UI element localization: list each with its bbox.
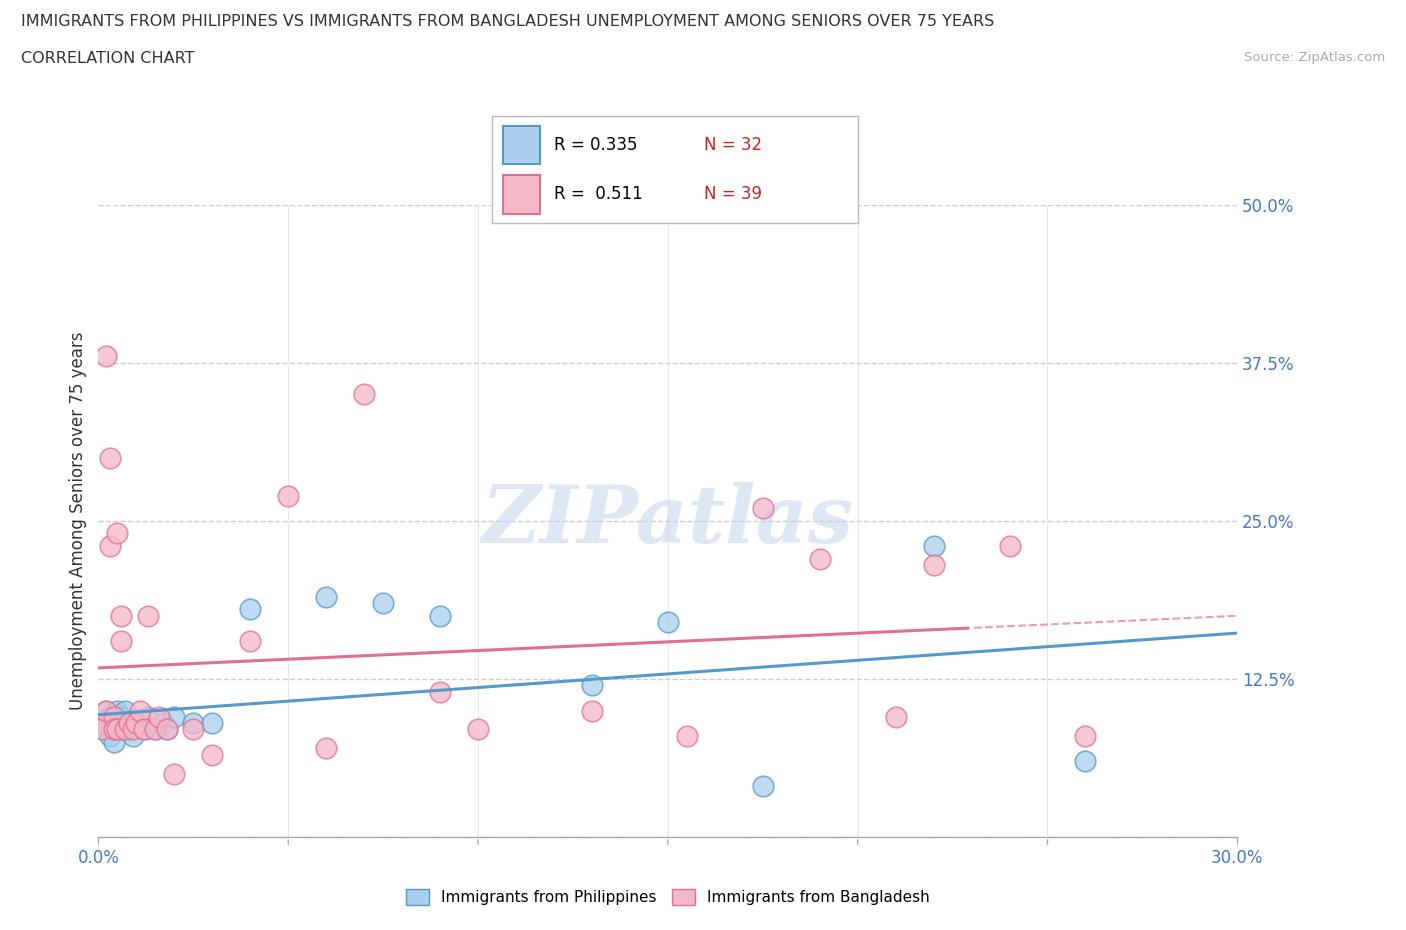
Point <box>581 678 603 693</box>
Point <box>107 716 129 731</box>
Point <box>94 703 117 718</box>
Point <box>118 716 141 731</box>
Point <box>145 722 167 737</box>
Point <box>156 722 179 737</box>
Point <box>118 722 141 737</box>
Point <box>657 615 679 630</box>
FancyBboxPatch shape <box>503 126 540 165</box>
Point <box>110 608 132 623</box>
Point <box>132 722 155 737</box>
Point <box>163 710 186 724</box>
Point <box>371 595 394 610</box>
Point <box>884 710 907 724</box>
Text: R =  0.511: R = 0.511 <box>554 185 643 204</box>
Point <box>136 710 159 724</box>
Point <box>163 766 186 781</box>
Point <box>107 722 129 737</box>
Point <box>1074 728 1097 743</box>
Point <box>156 722 179 737</box>
Legend: Immigrants from Philippines, Immigrants from Bangladesh: Immigrants from Philippines, Immigrants … <box>399 884 936 911</box>
FancyBboxPatch shape <box>503 175 540 214</box>
Point <box>998 538 1021 553</box>
Point <box>110 710 132 724</box>
Point <box>752 779 775 794</box>
Point <box>922 558 945 573</box>
Point <box>201 748 224 763</box>
Point <box>103 735 125 750</box>
Point <box>107 526 129 541</box>
Point <box>107 703 129 718</box>
Point <box>239 602 262 617</box>
Point <box>429 684 451 699</box>
Point <box>132 722 155 737</box>
Text: N = 32: N = 32 <box>704 136 762 154</box>
Point <box>429 608 451 623</box>
Point <box>676 728 699 743</box>
Point <box>114 722 136 737</box>
Text: R = 0.335: R = 0.335 <box>554 136 638 154</box>
Point <box>91 722 114 737</box>
Point <box>152 716 174 731</box>
Text: CORRELATION CHART: CORRELATION CHART <box>21 51 194 66</box>
Point <box>922 538 945 553</box>
Text: ZIPatlas: ZIPatlas <box>482 482 853 560</box>
Point <box>148 710 170 724</box>
Point <box>125 716 148 731</box>
Point <box>98 710 121 724</box>
Text: IMMIGRANTS FROM PHILIPPINES VS IMMIGRANTS FROM BANGLADESH UNEMPLOYMENT AMONG SEN: IMMIGRANTS FROM PHILIPPINES VS IMMIGRANT… <box>21 14 994 29</box>
Point <box>315 741 337 756</box>
Point <box>121 722 143 737</box>
Point <box>103 722 125 737</box>
Point <box>315 590 337 604</box>
Point <box>94 703 117 718</box>
Point <box>91 716 114 731</box>
Point <box>98 450 121 465</box>
Point <box>110 633 132 648</box>
Point <box>121 728 143 743</box>
Point <box>145 722 167 737</box>
Point <box>136 608 159 623</box>
Point <box>239 633 262 648</box>
Point <box>110 722 132 737</box>
Point <box>183 722 205 737</box>
Point <box>91 722 114 737</box>
Point <box>129 703 152 718</box>
Point <box>201 716 224 731</box>
Point <box>183 716 205 731</box>
Point <box>103 722 125 737</box>
Point <box>94 716 117 731</box>
Y-axis label: Unemployment Among Seniors over 75 years: Unemployment Among Seniors over 75 years <box>69 332 87 710</box>
Point <box>98 538 121 553</box>
Point <box>808 551 831 566</box>
Point <box>581 703 603 718</box>
Point <box>125 716 148 731</box>
Point <box>114 703 136 718</box>
Point <box>277 488 299 503</box>
Point <box>467 722 489 737</box>
Point <box>1074 753 1097 768</box>
Point <box>98 728 121 743</box>
Point <box>353 387 375 402</box>
Point <box>103 710 125 724</box>
Text: Source: ZipAtlas.com: Source: ZipAtlas.com <box>1244 51 1385 64</box>
Text: N = 39: N = 39 <box>704 185 762 204</box>
Point <box>752 500 775 515</box>
Point <box>94 349 117 364</box>
